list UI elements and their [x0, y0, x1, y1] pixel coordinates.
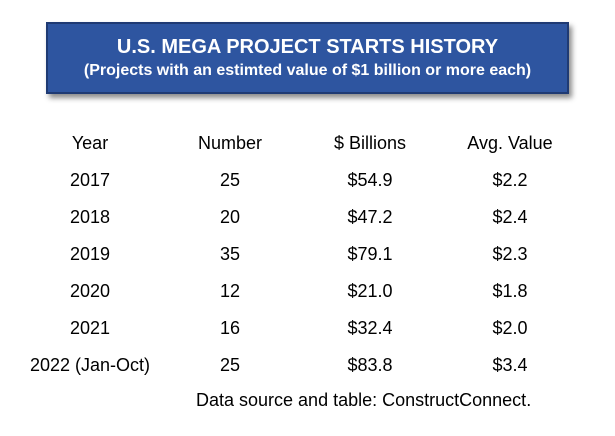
table-subtitle: (Projects with an estimted value of $1 b… [83, 62, 532, 79]
data-table: Year Number $ Billions Avg. Value 2017 2… [20, 125, 580, 384]
cell-number: 12 [219, 281, 241, 301]
cell-avg-value: $3.4 [492, 355, 528, 375]
table-row: 2022 (Jan-Oct) 25 $83.8 $3.4 [20, 347, 580, 384]
table-row: 2021 16 $32.4 $2.0 [20, 310, 580, 347]
cell-year: 2021 [69, 318, 111, 338]
cell-avg-value: $2.0 [492, 318, 528, 338]
cell-year: 2017 [69, 170, 111, 190]
cell-year: 2020 [69, 281, 111, 301]
column-header-number: Number [197, 133, 263, 153]
table-row: 2017 25 $54.9 $2.2 [20, 162, 580, 199]
cell-year: 2018 [69, 207, 111, 227]
cell-avg-value: $2.2 [492, 170, 528, 190]
source-note: Data source and table: ConstructConnect. [196, 390, 532, 410]
column-header-avg-value: Avg. Value [467, 133, 553, 153]
cell-billions: $83.8 [347, 355, 393, 375]
cell-avg-value: $2.3 [492, 244, 528, 264]
cell-billions: $32.4 [347, 318, 393, 338]
cell-number: 25 [219, 355, 241, 375]
cell-avg-value: $2.4 [492, 207, 528, 227]
cell-avg-value: $1.8 [492, 281, 528, 301]
column-header-billions: $ Billions [333, 133, 407, 153]
cell-billions: $47.2 [347, 207, 393, 227]
table-title: U.S. MEGA PROJECT STARTS HISTORY [116, 36, 499, 58]
cell-billions: $54.9 [347, 170, 393, 190]
cell-number: 25 [219, 170, 241, 190]
cell-number: 16 [219, 318, 241, 338]
cell-year: 2019 [69, 244, 111, 264]
header-row: Year Number $ Billions Avg. Value [20, 125, 580, 162]
cell-billions: $21.0 [347, 281, 393, 301]
column-header-year: Year [71, 133, 109, 153]
cell-number: 20 [219, 207, 241, 227]
cell-year: 2022 (Jan-Oct) [29, 355, 151, 375]
cell-number: 35 [219, 244, 241, 264]
table-row: 2018 20 $47.2 $2.4 [20, 199, 580, 236]
table-row: 2020 12 $21.0 $1.8 [20, 273, 580, 310]
cell-billions: $79.1 [347, 244, 393, 264]
table-row: 2019 35 $79.1 $2.3 [20, 236, 580, 273]
title-banner: U.S. MEGA PROJECT STARTS HISTORY (Projec… [46, 22, 569, 94]
